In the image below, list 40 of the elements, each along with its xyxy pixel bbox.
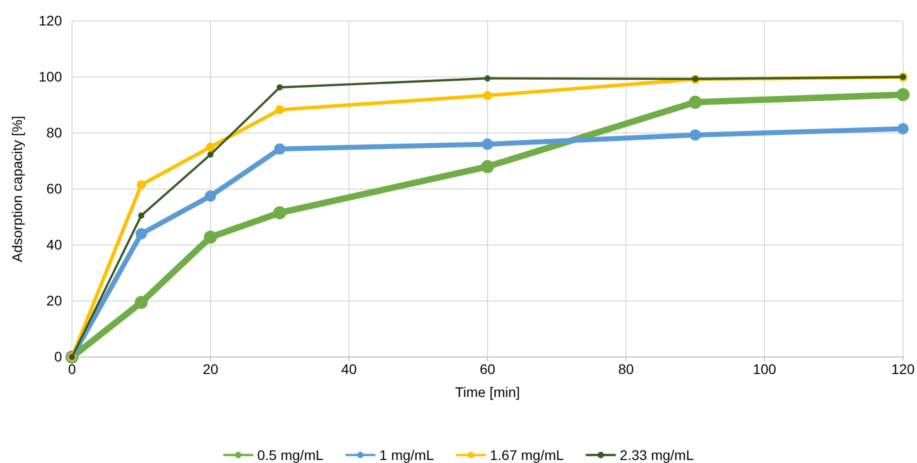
point: [688, 96, 702, 109]
x-tick-label: 100: [752, 360, 776, 377]
y-tick-label: 40: [46, 236, 62, 252]
point: [138, 212, 144, 219]
x-tick-label: 0: [68, 360, 76, 377]
x-tick-label: 120: [891, 360, 915, 377]
y-tick-label: 20: [46, 292, 62, 308]
point: [136, 180, 146, 190]
point: [484, 75, 491, 82]
y-tick-label: 100: [38, 68, 62, 84]
point: [273, 206, 286, 220]
y-tick-label: 80: [46, 124, 62, 140]
y-tick-label: 60: [46, 180, 62, 196]
legend-label: 0.5 mg/mL: [257, 447, 324, 463]
point: [897, 123, 909, 134]
point: [482, 138, 494, 150]
point: [206, 142, 216, 152]
x-tick-label: 80: [618, 360, 634, 377]
point: [480, 160, 494, 174]
x-tick-label: 60: [480, 360, 496, 377]
x-tick-label: 40: [341, 360, 357, 377]
point: [204, 230, 218, 244]
y-tick-label: 120: [38, 12, 62, 28]
point: [275, 105, 284, 114]
legend-label: 1.67 mg/mL: [490, 447, 564, 463]
legend-label: 1 mg/mL: [379, 447, 434, 463]
point: [690, 129, 701, 141]
y-tick-label: 0: [54, 348, 62, 364]
point: [274, 143, 286, 155]
point: [482, 90, 492, 100]
point: [896, 88, 910, 102]
legend-label: 2.33 mg/mL: [620, 447, 694, 463]
point: [136, 228, 147, 240]
y-axis-title: Adsorption capacity [%]: [9, 116, 25, 262]
x-axis-title: Time [min]: [455, 384, 520, 400]
x-tick-label: 20: [202, 360, 218, 377]
point: [207, 151, 214, 158]
point: [204, 190, 216, 202]
point: [134, 296, 148, 309]
point: [276, 84, 283, 90]
